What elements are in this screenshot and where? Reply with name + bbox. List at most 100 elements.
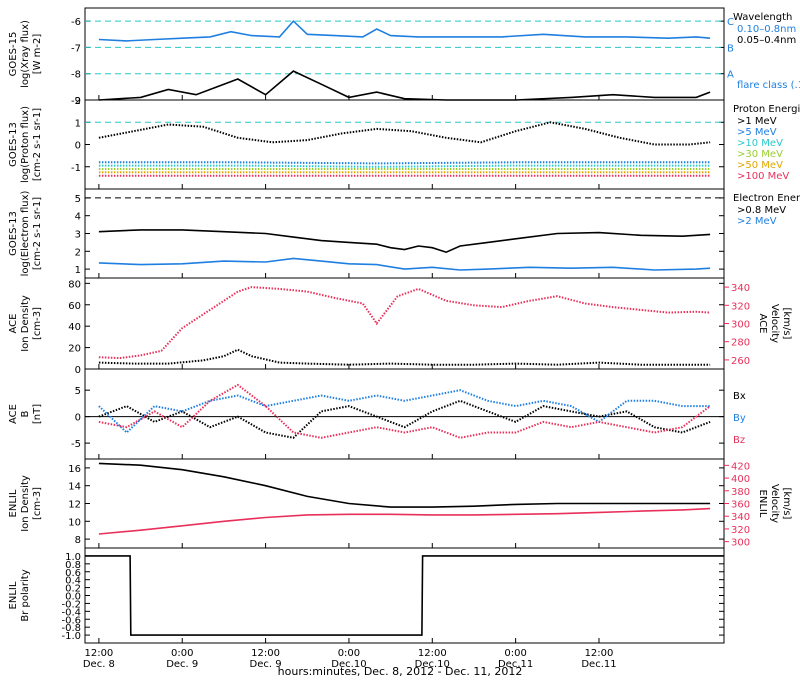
y2-axis-label: Velocity bbox=[769, 484, 780, 523]
y-axis-label: GOES-13 bbox=[8, 211, 19, 256]
y-axis-label: [nT] bbox=[32, 404, 43, 424]
y-tick-label: 0.6 bbox=[65, 568, 81, 579]
x-tick-time: 0:00 bbox=[171, 648, 193, 659]
y-tick-label: 1.0 bbox=[65, 552, 81, 563]
y-tick-label: -1.0 bbox=[61, 631, 81, 642]
y-axis-label: ENLIL bbox=[8, 489, 19, 517]
y-tick-label: -1 bbox=[71, 163, 81, 174]
y2-tick-label: 320 bbox=[731, 525, 750, 536]
y2-tick-label: 280 bbox=[731, 338, 750, 349]
y-tick-label: 0 bbox=[75, 141, 81, 152]
panel-ace-b: -5 0 5 ACE B [nT] Bx By Bz bbox=[8, 368, 746, 460]
x-tick-time: 12:00 bbox=[251, 648, 280, 659]
series-line bbox=[98, 399, 711, 439]
panel-goes13-electron: 1 2 3 4 5 GOES-13 log(Electron flux) [cm-2 s-1 … bbox=[8, 188, 800, 279]
y-tick-label: 5 bbox=[75, 386, 81, 397]
series-line bbox=[98, 121, 711, 146]
x-tick-date: Dec.10 bbox=[415, 659, 450, 670]
y2-axis-label: ACE bbox=[757, 314, 768, 334]
x-axis-title: hours:minutes, Dec. 8, 2012 - Dec. 11, 2… bbox=[278, 665, 523, 678]
series-line bbox=[98, 19, 711, 42]
legend-title: Proton Energies bbox=[733, 104, 800, 115]
y-axis-label: ENLIL bbox=[8, 581, 19, 609]
y-tick-label: 16 bbox=[68, 464, 81, 475]
y-axis-label: [cm-2 s-1 sr-1] bbox=[32, 197, 43, 270]
panel-frame bbox=[84, 368, 725, 460]
panel-frame bbox=[84, 547, 725, 644]
legend-entry: >0.8 MeV bbox=[737, 205, 786, 216]
y-tick-label: 0 bbox=[75, 365, 81, 376]
x-tick-time: 12:00 bbox=[418, 648, 447, 659]
flare-level-label: B bbox=[727, 43, 734, 54]
legend-entry: >1 MeV bbox=[737, 116, 777, 127]
y-tick-label: 5 bbox=[75, 194, 81, 205]
y-tick-label: 8 bbox=[75, 535, 81, 546]
legend-entry: 0.05–0.4nm bbox=[737, 35, 796, 46]
y-tick-label: 2 bbox=[75, 247, 81, 258]
y-tick-label: -8 bbox=[71, 70, 81, 81]
legend-entry: >30 MeV bbox=[737, 149, 783, 160]
y-tick-label: -6 bbox=[71, 17, 81, 28]
panel-frame bbox=[84, 277, 725, 370]
series-line bbox=[85, 555, 724, 636]
y-axis-label: B bbox=[20, 410, 31, 417]
y-tick-label: 3 bbox=[75, 230, 81, 241]
y2-axis-label: [km/s] bbox=[781, 488, 792, 520]
x-tick-date: Dec.11 bbox=[498, 659, 533, 670]
series-line bbox=[98, 348, 711, 366]
y-tick-label: 1 bbox=[75, 265, 81, 276]
x-tick-time: 12:00 bbox=[84, 648, 113, 659]
y-tick-label: -5 bbox=[71, 439, 81, 450]
series-line bbox=[98, 507, 711, 535]
y2-axis-label: Velocity bbox=[769, 304, 780, 343]
y-axis-label: GOES-13 bbox=[8, 122, 19, 167]
y-axis-label: [cm-3] bbox=[32, 307, 43, 340]
y-tick-label: -0.8 bbox=[61, 623, 81, 634]
x-tick-time: 0:00 bbox=[338, 648, 360, 659]
x-tick-date: Dec. 9 bbox=[166, 659, 198, 670]
flare-level-label: A bbox=[727, 70, 734, 81]
y-tick-label: 14 bbox=[68, 482, 81, 493]
y2-tick-label: 340 bbox=[731, 283, 750, 294]
y-axis-label: log(Electron flux) bbox=[20, 191, 31, 277]
y2-tick-label: 380 bbox=[731, 487, 750, 498]
y-tick-label: 0.4 bbox=[65, 576, 81, 587]
y-tick-label: -0.6 bbox=[61, 615, 81, 626]
y2-tick-label: 300 bbox=[731, 320, 750, 331]
x-tick-time: 0:00 bbox=[504, 648, 526, 659]
y-tick-label: 10 bbox=[68, 517, 81, 528]
y-tick-label: -7 bbox=[71, 43, 81, 54]
x-tick-time: 12:00 bbox=[585, 648, 614, 659]
series-line bbox=[98, 257, 711, 271]
legend-entry: >10 MeV bbox=[737, 138, 783, 149]
y-tick-label: -0.4 bbox=[61, 607, 81, 618]
series-line bbox=[98, 286, 711, 360]
y-tick-label: 2 bbox=[75, 96, 81, 107]
y-axis-label: log(Proton flux) bbox=[20, 106, 31, 183]
y-tick-label: -0.2 bbox=[61, 599, 81, 610]
y-tick-label: 60 bbox=[68, 301, 81, 312]
y-tick-label: 0.2 bbox=[65, 584, 81, 595]
y-axis-label: Ion Density bbox=[20, 475, 31, 532]
x-tick-date: Dec.10 bbox=[331, 659, 366, 670]
legend-entry: By bbox=[733, 413, 746, 424]
series-line bbox=[98, 389, 711, 434]
panel-frame bbox=[84, 188, 725, 279]
y-axis-label: [W m-2] bbox=[32, 34, 43, 75]
panel-goes15-xray: -9 -8 -7 -6 GOES-15 log(Xray flux) [W m-2] C B A W… bbox=[8, 7, 800, 107]
y2-axis-label: ENLIL bbox=[757, 490, 768, 518]
legend-entry: >2 MeV bbox=[737, 216, 777, 227]
x-tick-date: Dec. 8 bbox=[83, 659, 115, 670]
y-axis-label: [cm-3] bbox=[32, 487, 43, 520]
legend-entry: >5 MeV bbox=[737, 127, 777, 138]
panel-goes13-proton: -1 0 1 2 GOES-13 log(Proton flux) [cm-2 s-1 sr… bbox=[8, 96, 800, 190]
y2-axis-label: [km/s] bbox=[781, 308, 792, 340]
y-tick-label: 0.0 bbox=[65, 592, 81, 603]
legend-note: flare class (.1–.8nm) bbox=[737, 80, 800, 91]
y-tick-label: 40 bbox=[68, 322, 81, 333]
y-axis-label: Br polarity bbox=[20, 569, 31, 621]
y2-tick-label: 360 bbox=[731, 500, 750, 511]
legend-entry: >50 MeV bbox=[737, 160, 783, 171]
